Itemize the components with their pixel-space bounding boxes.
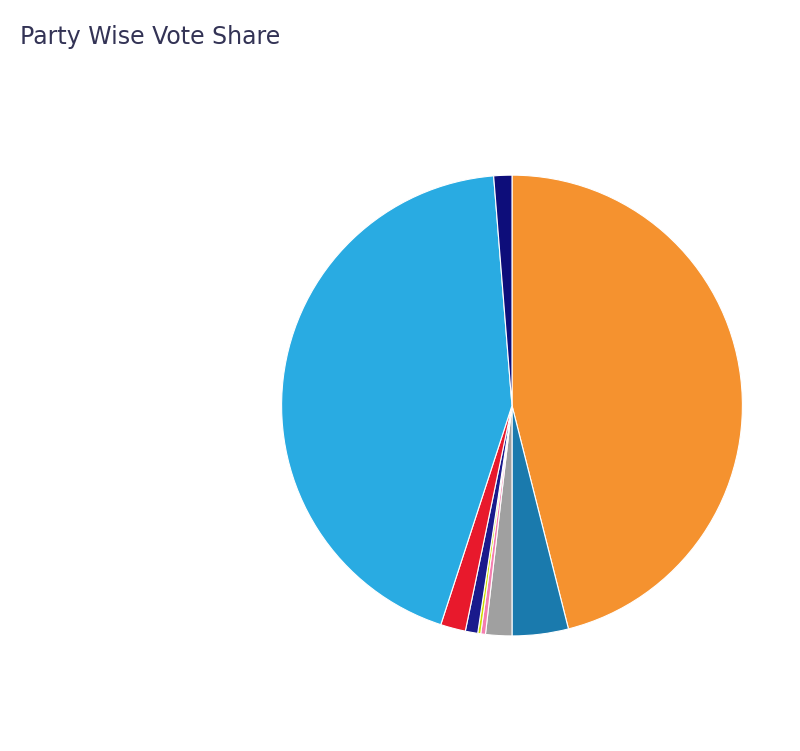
Wedge shape: [486, 406, 512, 636]
Wedge shape: [512, 406, 569, 636]
Wedge shape: [478, 406, 512, 634]
Wedge shape: [494, 175, 512, 406]
Wedge shape: [512, 175, 742, 629]
Wedge shape: [481, 406, 512, 635]
Wedge shape: [466, 406, 512, 633]
Text: Party Wise Vote Share: Party Wise Vote Share: [20, 25, 280, 49]
Wedge shape: [441, 406, 512, 631]
Wedge shape: [282, 176, 512, 625]
